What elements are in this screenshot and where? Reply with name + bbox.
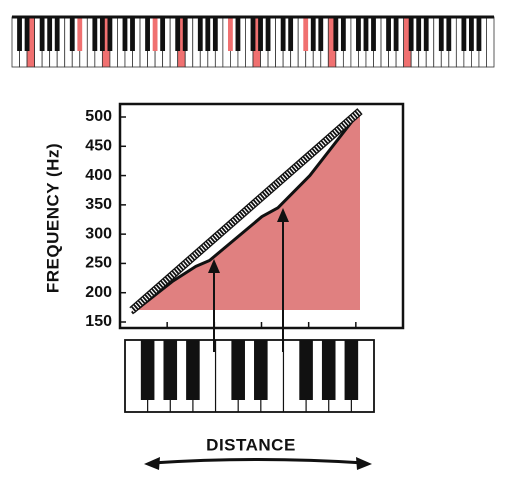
strip-black-key [265,17,271,51]
strip-black-key [145,17,150,51]
strip-black-key [280,17,286,51]
black-key [163,340,178,400]
strip-black-key [408,17,414,51]
keyboard-frame [124,339,375,413]
x-axis-ticks [166,322,357,328]
strip-white-key [486,16,495,68]
strip-black-key [258,17,263,51]
strip-black-key [107,17,113,51]
strip-black-key [250,17,256,51]
strip-black-key [205,17,211,51]
strip-black-key [340,17,346,51]
y-axis-title: FREQUENCY (Hz) [43,143,62,293]
strip-black-key [438,17,444,51]
frequency-chart: 500 450 400 350 300 250 200 150 [85,102,405,330]
strip-black-key [363,17,369,51]
strip-black-key [303,17,309,51]
strip-black-key [17,17,22,51]
strip-black-key [288,17,294,51]
strip-black-key [47,17,53,51]
x-axis-title: DISTANCE [206,435,296,454]
strip-black-key [393,17,399,51]
strip-black-key [130,17,135,51]
strip-black-key [152,17,158,51]
strip-black-key [371,17,376,51]
black-key [299,340,313,400]
strip-black-key [416,17,422,51]
black-key [254,340,268,400]
distance-double-arrow [144,457,372,470]
strip-black-key [212,17,218,51]
strip-black-key [333,17,339,51]
arrow-head [208,259,220,273]
y-axis-ticks: 500 450 400 350 300 250 200 150 [85,108,126,330]
chart-marks [129,108,363,315]
black-key [231,340,245,400]
strip-black-key [92,17,98,51]
strip-black-key [423,17,429,51]
strip-black-key [182,17,188,51]
y-tick-label: 250 [85,255,112,272]
strip-black-key [175,17,181,51]
strip-black-key [99,17,105,51]
strip-black-key [39,17,45,51]
y-tick-label: 500 [85,108,112,125]
y-tick-label: 400 [85,167,112,184]
arrow-head [277,208,289,222]
strip-black-key [310,17,316,51]
strip-black-key [235,17,241,51]
piano-keyboard [124,339,375,413]
y-tick-label: 200 [85,284,112,301]
strip-black-key [77,17,83,51]
strip-black-key [461,17,467,51]
strip-black-key [476,17,482,51]
strip-black-key [197,17,203,51]
hatched-frequency-line [130,109,362,313]
black-key [186,340,200,400]
frequency-area [132,111,360,314]
strip-black-key [54,17,60,51]
strip-black-key [160,17,166,51]
y-tick-label: 150 [85,313,112,330]
strip-black-key [24,17,30,51]
strip-black-key [386,17,391,51]
piano-keyboard-strip [11,15,495,68]
solid-frequency-line [131,110,362,315]
strip-black-key [446,17,452,51]
y-tick-label: 300 [85,225,112,242]
y-tick-label: 450 [85,138,112,155]
black-key [140,340,155,400]
strip-black-key [227,17,233,51]
key-to-frequency-arrows [208,208,289,352]
strip-black-key [318,17,324,51]
strip-black-key [356,17,361,51]
y-tick-label: 350 [85,196,112,213]
black-key [321,340,336,400]
strip-black-key [468,17,474,51]
strip-black-key [69,17,75,51]
black-key [344,340,359,400]
strip-black-key [122,17,128,51]
